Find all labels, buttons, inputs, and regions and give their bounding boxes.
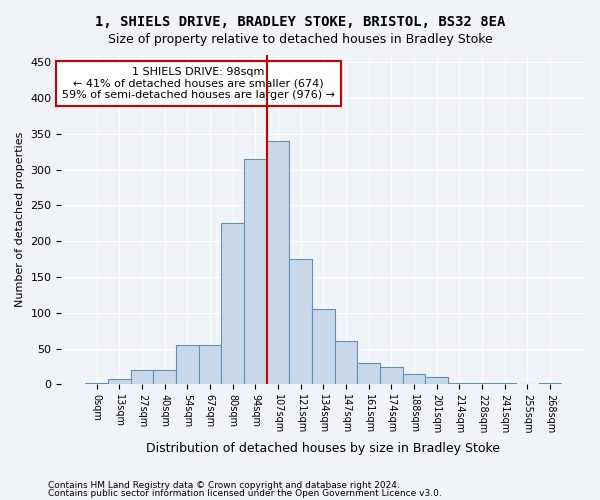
Bar	[221, 224, 244, 384]
Bar	[448, 383, 470, 384]
Text: Size of property relative to detached houses in Bradley Stoke: Size of property relative to detached ho…	[107, 32, 493, 46]
Bar	[312, 309, 335, 384]
Bar	[539, 383, 561, 384]
Text: Contains public sector information licensed under the Open Government Licence v3: Contains public sector information licen…	[48, 488, 442, 498]
Bar	[266, 141, 289, 384]
Bar	[493, 383, 516, 384]
Bar	[335, 342, 357, 384]
Bar	[199, 345, 221, 385]
Bar	[131, 370, 153, 384]
Text: 1 SHIELS DRIVE: 98sqm
← 41% of detached houses are smaller (674)
59% of semi-det: 1 SHIELS DRIVE: 98sqm ← 41% of detached …	[62, 67, 335, 100]
Bar	[108, 378, 131, 384]
Y-axis label: Number of detached properties: Number of detached properties	[15, 132, 25, 308]
Bar	[470, 383, 493, 384]
Bar	[289, 259, 312, 384]
Bar	[85, 383, 108, 384]
Bar	[380, 366, 403, 384]
Bar	[244, 159, 266, 384]
Bar	[153, 370, 176, 384]
Bar	[425, 378, 448, 384]
Bar	[176, 345, 199, 385]
Text: Contains HM Land Registry data © Crown copyright and database right 2024.: Contains HM Land Registry data © Crown c…	[48, 481, 400, 490]
X-axis label: Distribution of detached houses by size in Bradley Stoke: Distribution of detached houses by size …	[146, 442, 500, 455]
Bar	[403, 374, 425, 384]
Text: 1, SHIELS DRIVE, BRADLEY STOKE, BRISTOL, BS32 8EA: 1, SHIELS DRIVE, BRADLEY STOKE, BRISTOL,…	[95, 15, 505, 29]
Bar	[357, 363, 380, 384]
